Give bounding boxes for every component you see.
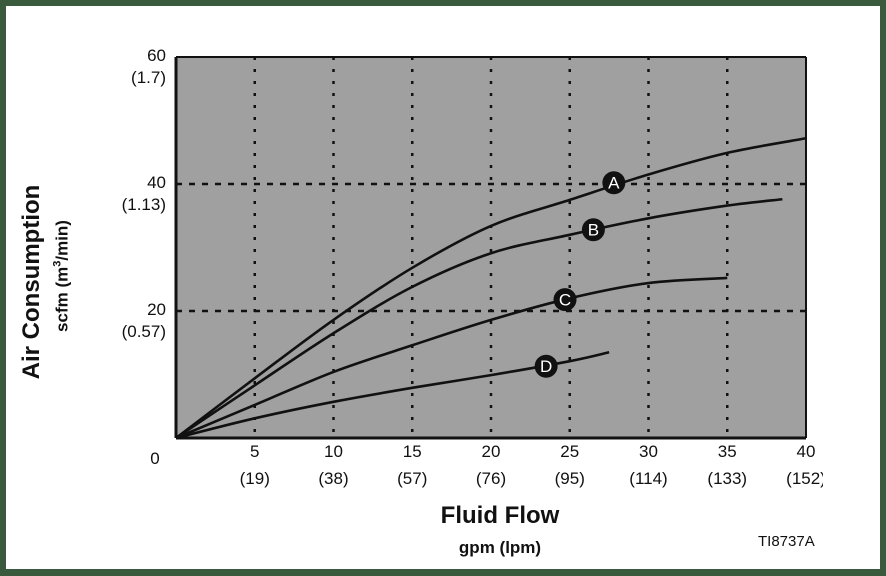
series-label-c: C <box>559 291 571 310</box>
x-axis-title: Fluid Flow <box>440 502 560 529</box>
x-tick-sublabel: (57) <box>397 469 428 488</box>
x-tick-label: 40 <box>796 442 816 461</box>
series-marker-d <box>534 354 558 378</box>
series-marker-c <box>553 288 577 312</box>
series-line-a <box>175 137 807 440</box>
series-line-c <box>175 276 728 440</box>
plot-area <box>176 57 806 438</box>
x-tick-sublabel: (114) <box>629 469 668 488</box>
chart-container: A B C D 20 (0.57) 40 (1.13) 60 (1.7) 0 5 (19) 10 (38)… <box>18 46 823 557</box>
figure-id: TI8737A <box>758 533 815 550</box>
y-tick-sublabel: (1.7) <box>131 68 166 87</box>
series-marker-a <box>602 171 626 195</box>
x-tick-sublabel: (38) <box>318 469 349 488</box>
series-label-a: A <box>608 174 620 193</box>
line-chart: A B C D <box>174 56 807 440</box>
x-tick-label: 10 <box>324 442 343 461</box>
y-tick-sublabel: (0.57) <box>121 322 166 341</box>
x-axis-units: gpm (lpm) <box>458 538 542 557</box>
y-tick-label: 60 <box>147 46 166 65</box>
x-tick-sublabel: (95) <box>554 469 585 488</box>
x-tick-label: 5 <box>250 442 260 461</box>
series-label-b: B <box>588 221 599 240</box>
x-tick-label: 30 <box>639 442 658 461</box>
series-line-d <box>175 351 610 440</box>
x-tick-label: 25 <box>560 442 580 461</box>
x-tick-label: 20 <box>481 442 501 461</box>
series-marker-b <box>581 218 605 242</box>
y-tick-label: 40 <box>147 173 166 192</box>
y-tick-sublabel: (1.13) <box>121 195 166 214</box>
x-tick-sublabel: (19) <box>239 469 270 488</box>
x-tick-sublabel: (76) <box>475 469 507 488</box>
y-axis-title: Air Consumption <box>18 184 45 380</box>
y-axis-units: scfm (m3/min) <box>51 220 72 332</box>
x-tick-label: 35 <box>717 442 737 461</box>
series-line-b <box>175 197 783 440</box>
y-tick-label: 20 <box>147 300 166 319</box>
x-tick-sublabel: (152) <box>786 469 823 488</box>
x-tick-sublabel: (133) <box>707 469 748 488</box>
series-label-d: D <box>540 357 552 376</box>
x-tick-label: 15 <box>402 442 422 461</box>
origin-label: 0 <box>150 449 160 468</box>
